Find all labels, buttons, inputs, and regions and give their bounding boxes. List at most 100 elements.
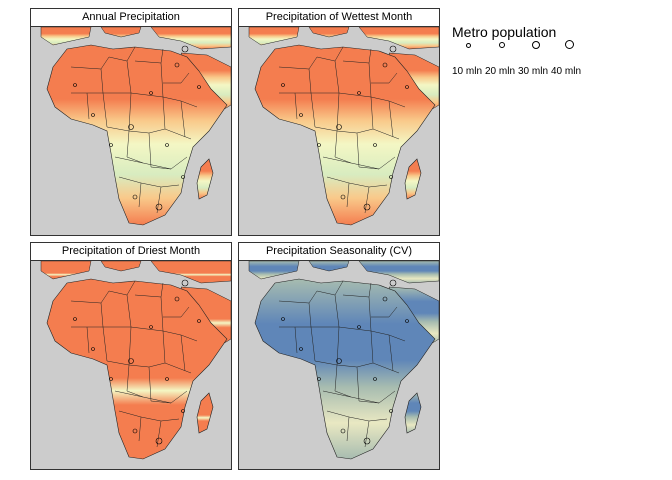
metro-city-marker (281, 317, 285, 321)
metro-city-marker (382, 62, 388, 68)
map-panel-driest-month: Precipitation of Driest Month (30, 242, 232, 470)
country-border (334, 130, 352, 164)
country-border (114, 390, 188, 404)
metro-city-marker (181, 409, 185, 413)
metro-city-marker (128, 358, 134, 364)
country-border (368, 62, 372, 98)
metro-city-marker (382, 296, 388, 302)
country-border (118, 410, 180, 422)
metro-city-marker (91, 113, 95, 117)
metro-city-marker (373, 377, 377, 381)
country-border (336, 92, 340, 132)
metro-city-marker (336, 124, 342, 130)
madagascar-landmass (196, 392, 214, 434)
country-border (71, 92, 198, 108)
legend-circle-30 (532, 41, 540, 49)
metro-city-marker (109, 377, 113, 381)
country-border (71, 326, 198, 342)
europe-landmass (248, 27, 439, 50)
metro-city-marker (389, 279, 397, 287)
country-border (356, 366, 380, 404)
country-border (326, 176, 388, 188)
country-border (371, 72, 398, 84)
country-border (100, 68, 104, 94)
metro-city-marker (336, 358, 342, 364)
africa-landmass (46, 278, 228, 460)
legend-title: Metro population (452, 24, 557, 40)
metro-city-marker (165, 143, 169, 147)
metro-city-marker (165, 377, 169, 381)
country-border (308, 68, 312, 94)
metro-city-marker (373, 143, 377, 147)
country-border (148, 132, 172, 170)
metro-city-marker (317, 143, 321, 147)
country-border (346, 416, 350, 442)
panel-title: Precipitation of Driest Month (31, 243, 231, 261)
metro-city-marker (299, 113, 303, 117)
europe-landmass (40, 27, 231, 50)
country-border (370, 330, 374, 364)
africa-map (239, 261, 439, 469)
metro-city-marker (73, 83, 77, 87)
metro-city-marker (357, 325, 361, 329)
madagascar-landmass (196, 158, 214, 200)
africa-map (31, 261, 231, 469)
country-border (370, 96, 374, 130)
metro-city-marker (340, 194, 346, 200)
panel-title: Precipitation of Wettest Month (239, 9, 439, 27)
legend-label-40: 40 mln (551, 66, 582, 77)
metro-city-marker (149, 325, 153, 329)
country-border (86, 92, 90, 120)
country-border (308, 302, 312, 328)
country-border (126, 130, 144, 164)
country-border (118, 176, 180, 188)
legend-circle-40 (565, 40, 574, 49)
country-border (180, 334, 186, 372)
legend-circle-10 (466, 43, 471, 48)
country-border (364, 186, 370, 214)
country-border (160, 296, 164, 332)
country-border (126, 60, 132, 94)
map-panel-annual-precipitation: Annual Precipitation (30, 8, 232, 236)
metro-city-marker (128, 124, 134, 130)
country-border (310, 92, 316, 128)
metro-population-legend: Metro population 10 mln 20 mln 30 mln 40… (452, 24, 662, 84)
country-border (334, 60, 340, 94)
country-border (138, 182, 142, 208)
metro-city-marker (132, 194, 138, 200)
metro-city-marker (181, 279, 189, 287)
country-border (336, 326, 340, 366)
country-border (322, 156, 396, 170)
country-border (364, 420, 370, 448)
legend-label-30: 30 mln (518, 66, 549, 77)
metro-city-marker (73, 317, 77, 321)
madagascar-landmass (404, 158, 422, 200)
country-border (388, 100, 394, 138)
country-border (128, 326, 132, 366)
legend-label-10: 10 mln (452, 66, 483, 77)
country-border (346, 182, 350, 208)
metro-city-marker (363, 203, 371, 211)
country-border (368, 296, 372, 332)
metro-city-marker (281, 83, 285, 87)
metro-city-marker (174, 296, 180, 302)
metro-city-marker (405, 319, 409, 323)
africa-landmass (254, 278, 436, 460)
metro-city-marker (155, 437, 163, 445)
country-border (162, 96, 166, 130)
metro-city-marker (155, 203, 163, 211)
map-panel-seasonality: Precipitation Seasonality (CV) (238, 242, 440, 470)
metro-city-marker (389, 175, 393, 179)
europe-landmass (40, 261, 231, 284)
country-border (156, 420, 162, 448)
country-border (114, 156, 188, 170)
metro-city-marker (299, 347, 303, 351)
metro-city-marker (197, 319, 201, 323)
country-border (294, 92, 298, 120)
metro-city-marker (405, 85, 409, 89)
country-border (322, 390, 396, 404)
country-border (126, 364, 144, 398)
africa-landmass (46, 44, 228, 226)
panel-title: Precipitation Seasonality (CV) (239, 243, 439, 261)
country-border (334, 364, 352, 398)
